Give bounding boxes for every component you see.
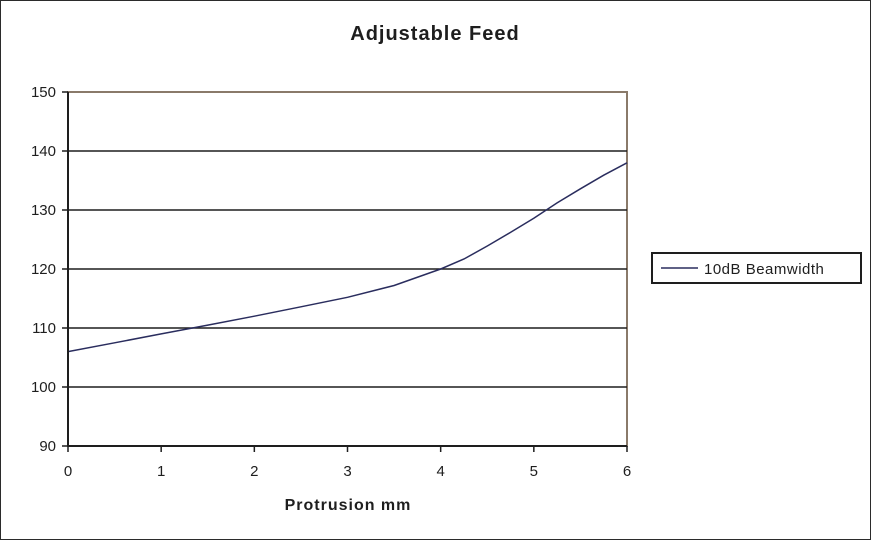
x-tick-label: 4 bbox=[436, 463, 444, 480]
x-tick-label: 1 bbox=[157, 463, 165, 480]
y-tick-label: 110 bbox=[32, 320, 56, 337]
chart-title: Adjustable Feed bbox=[350, 23, 519, 45]
y-tick-label: 90 bbox=[39, 438, 56, 455]
y-tick-label: 140 bbox=[31, 143, 56, 160]
y-tick-label: 130 bbox=[31, 202, 56, 219]
series-layer bbox=[67, 162, 628, 353]
plot-area bbox=[67, 91, 628, 447]
x-axis-label: Protrusion mm bbox=[285, 497, 412, 514]
x-tick-label: 2 bbox=[250, 463, 258, 480]
gridlines bbox=[68, 150, 627, 388]
series-line-0 bbox=[67, 162, 628, 353]
legend-label: 10dB Beamwidth bbox=[704, 261, 824, 278]
y-tick-label: 150 bbox=[31, 84, 56, 101]
x-axis-ticks: 0 1 2 3 4 5 6 bbox=[64, 446, 631, 480]
y-tick-label: 100 bbox=[31, 379, 56, 396]
x-tick-label: 0 bbox=[64, 463, 72, 480]
x-tick-label: 3 bbox=[343, 463, 351, 480]
y-tick-label: 120 bbox=[31, 261, 56, 278]
legend: 10dB Beamwidth bbox=[651, 252, 862, 284]
x-tick-label: 5 bbox=[530, 463, 538, 480]
x-tick-label: 6 bbox=[623, 463, 631, 480]
y-axis-ticks: 90 100 110 120 130 140 150 bbox=[31, 84, 68, 455]
